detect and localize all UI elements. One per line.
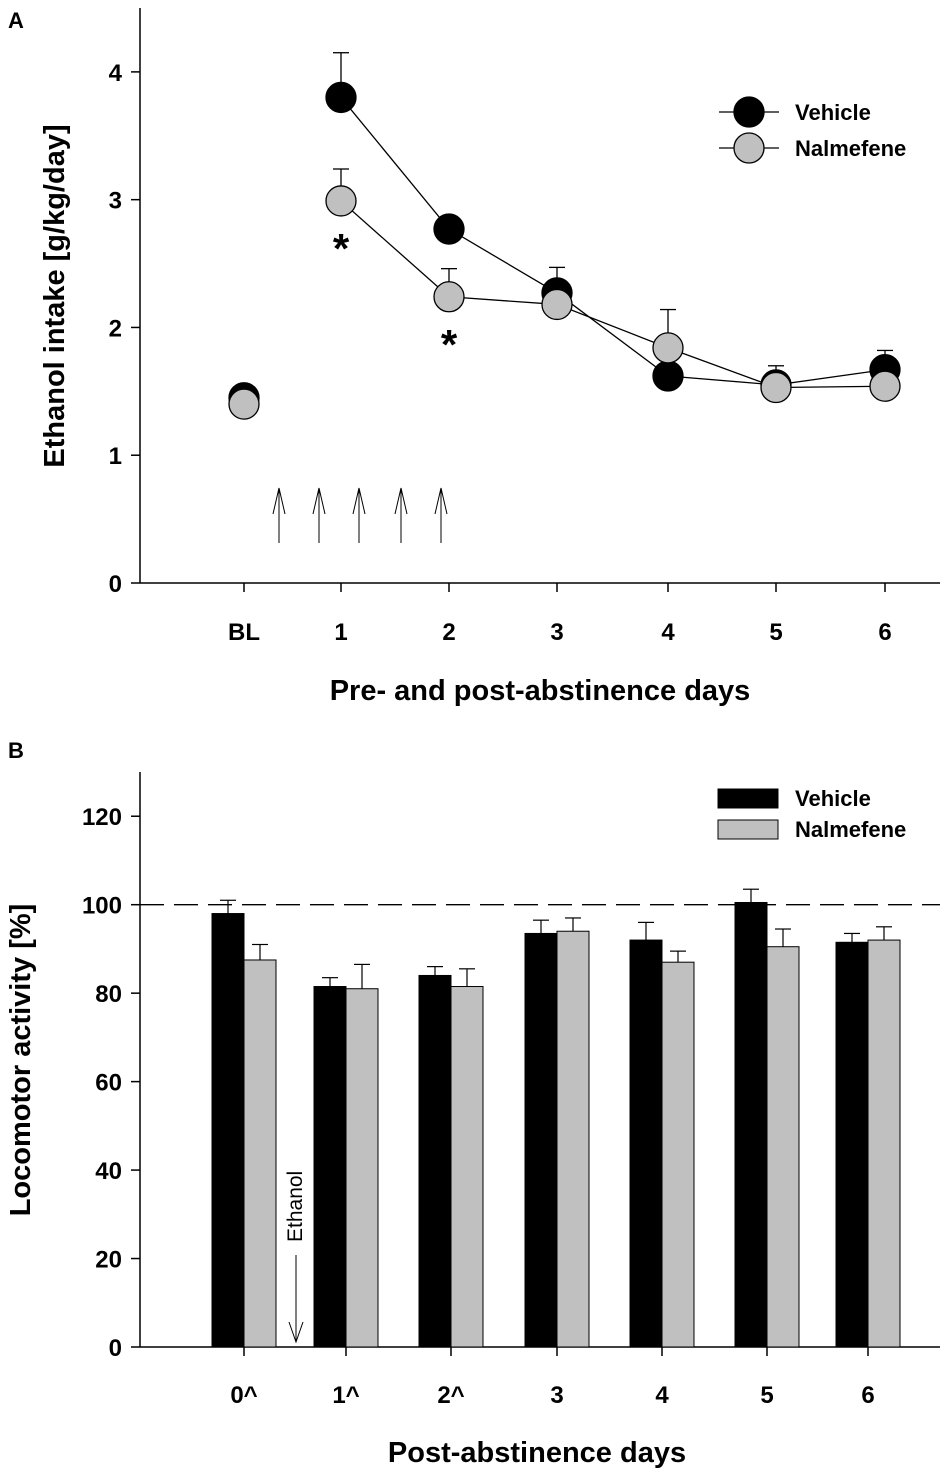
data-point-vehicle <box>433 213 465 245</box>
bar-group-nalmefene <box>243 943 277 1348</box>
bar-vehicle <box>524 932 558 1348</box>
panel-a-x-tick-label: 3 <box>550 619 563 646</box>
data-point-vehicle <box>652 360 684 392</box>
panel-b-x-axis-title: Post-abstinence days <box>388 1437 686 1469</box>
ethanol-annotation-text: Ethanol <box>284 1171 307 1242</box>
data-point-vehicle <box>325 81 357 114</box>
drug-injection-arrow <box>312 487 326 543</box>
bar-nalmefene <box>766 946 800 1348</box>
drug-injection-arrow <box>434 487 448 543</box>
panel-a-y-tick-label: 2 <box>109 315 122 342</box>
drug-injection-arrow <box>272 487 286 543</box>
legend-swatch-vehicle <box>717 788 779 809</box>
panel-a-x-tick-label: 4 <box>661 619 675 646</box>
bar-group-nalmefene <box>766 928 800 1348</box>
bar-group-vehicle <box>211 899 245 1348</box>
panel-b-x-tick-label: 0^ <box>230 1382 257 1409</box>
panel-a-legend: Vehicle Nalmefene <box>719 96 906 164</box>
legend-marker-nalmefene <box>733 132 765 164</box>
legend-label-nalmefene: Nalmefene <box>795 136 906 161</box>
bar-vehicle <box>313 986 347 1348</box>
panel-b-x-tick-label: 1^ <box>332 1382 359 1409</box>
bar-group-vehicle <box>734 888 768 1348</box>
series-line-vehicle <box>340 97 886 386</box>
panel-b-y-tick-label: 40 <box>95 1158 122 1185</box>
legend-marker-vehicle <box>733 96 765 128</box>
data-point-nalmefene <box>869 370 901 402</box>
panel-a-y-tick-label: 0 <box>109 571 122 598</box>
panel-a-label: A <box>8 8 24 33</box>
ethanol-annotation: Ethanol <box>284 1171 307 1344</box>
legend-label-vehicle-b: Vehicle <box>795 786 871 811</box>
panel-a-x-tick-label: BL <box>228 619 260 646</box>
panel-a-series-nalmefene <box>340 200 886 389</box>
panel-a-markers-nalmefene <box>228 168 901 420</box>
panel-b: B 0 20 40 60 80 100 120 0^ 1^ 2^ 3 4 5 6 Ethanol Loc… <box>5 738 940 1469</box>
legend-label-vehicle: Vehicle <box>795 100 871 125</box>
bar-nalmefene <box>345 988 379 1348</box>
panel-b-y-tick-label: 60 <box>95 1070 122 1097</box>
bar-group-nalmefene <box>556 917 590 1348</box>
drug-injection-arrow <box>352 487 366 543</box>
panel-b-x-tick-label: 5 <box>760 1382 773 1409</box>
bar-group-vehicle <box>313 977 347 1348</box>
panel-b-y-tick-label: 120 <box>82 804 122 831</box>
panel-a-series-vehicle <box>340 97 886 386</box>
bar-vehicle <box>418 974 452 1348</box>
panel-b-y-tick-label: 100 <box>82 893 122 920</box>
panel-a-x-tick-label: 6 <box>878 619 891 646</box>
legend-swatch-nalmefene <box>717 819 779 840</box>
bar-nalmefene <box>867 939 901 1348</box>
panel-a-y-tick-label: 4 <box>109 60 123 87</box>
bar-group-vehicle <box>524 919 558 1348</box>
significance-asterisk: * <box>333 225 350 272</box>
panel-b-x-tick-label: 4 <box>655 1382 669 1409</box>
bar-vehicle <box>629 939 663 1348</box>
panel-a-y-axis-title: Ethanol intake [g/kg/day] <box>39 124 71 467</box>
panel-a-x-tick-label: 5 <box>769 619 782 646</box>
data-point-nalmefene <box>433 281 465 313</box>
data-point-nalmefene <box>760 371 792 404</box>
panel-a-y-tick-label: 1 <box>109 443 122 470</box>
panel-b-legend: Vehicle Nalmefene <box>717 786 906 842</box>
panel-b-y-tick-label: 0 <box>109 1335 122 1362</box>
bar-nalmefene <box>556 930 590 1348</box>
panel-b-y-tick-label: 80 <box>95 981 122 1008</box>
bar-vehicle <box>211 913 245 1348</box>
data-point-nalmefene <box>325 185 357 217</box>
panel-b-y-axis-title: Locomotor activity [%] <box>5 904 37 1217</box>
panel-b-x-tick-label: 3 <box>550 1382 563 1409</box>
panel-a: A 0 1 2 3 4 BL 1 2 3 4 5 6 * * Ethanol intake [g/kg… <box>8 8 940 707</box>
bar-group-nalmefene <box>450 968 484 1348</box>
bar-group-vehicle <box>418 966 452 1348</box>
bar-vehicle <box>835 941 869 1348</box>
data-point-nalmefene <box>541 288 573 321</box>
series-line-nalmefene <box>340 200 886 389</box>
bar-group-vehicle <box>629 921 663 1348</box>
panel-a-x-tick-label: 1 <box>334 619 347 646</box>
bar-nalmefene <box>661 961 695 1348</box>
ethanol-arrow-head <box>288 1321 304 1344</box>
bar-group-vehicle <box>835 932 869 1348</box>
bar-nalmefene <box>243 959 277 1348</box>
panel-b-y-tick-label: 20 <box>95 1247 122 1274</box>
bar-group-nalmefene <box>661 950 695 1348</box>
drug-injection-arrow <box>394 487 408 543</box>
bar-vehicle <box>734 901 768 1348</box>
bar-group-nalmefene <box>867 926 901 1348</box>
significance-asterisk: * <box>441 321 458 368</box>
panel-b-x-tick-label: 6 <box>861 1382 874 1409</box>
panel-b-label: B <box>8 738 24 763</box>
panel-b-x-tick-label: 2^ <box>437 1382 464 1409</box>
bar-group-nalmefene <box>345 963 379 1348</box>
panel-a-x-axis-title: Pre- and post-abstinence days <box>330 675 751 707</box>
panel-a-y-tick-label: 3 <box>109 188 122 215</box>
panel-a-x-tick-label: 2 <box>442 619 455 646</box>
legend-label-nalmefene-b: Nalmefene <box>795 817 906 842</box>
bar-nalmefene <box>450 986 484 1348</box>
data-point-nalmefene <box>228 388 260 420</box>
data-point-nalmefene <box>652 332 684 364</box>
